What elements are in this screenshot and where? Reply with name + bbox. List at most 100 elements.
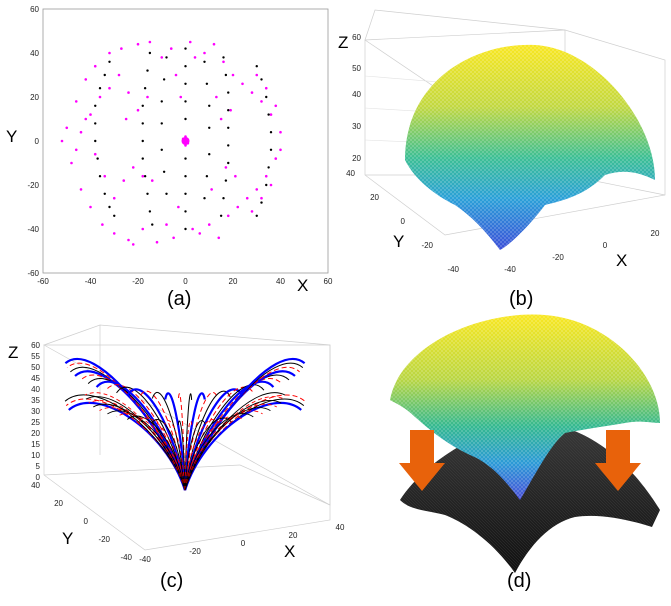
scatter-point xyxy=(141,104,144,108)
scatter-points xyxy=(60,40,282,246)
scatter-point xyxy=(151,223,154,226)
fiber-curve xyxy=(184,378,283,491)
fiber-curve xyxy=(116,386,186,491)
scatter-point xyxy=(236,205,240,209)
fiber-curve xyxy=(93,403,186,491)
scatter-point xyxy=(188,40,192,44)
scatter-point xyxy=(112,196,116,200)
scatter-point xyxy=(93,64,97,68)
scatter-point xyxy=(184,100,187,103)
scatter-point xyxy=(274,157,278,160)
scatter-point xyxy=(103,73,106,77)
x-tick-label: -60 xyxy=(37,277,49,286)
scatter-point xyxy=(94,139,97,143)
scatter-point xyxy=(141,174,145,178)
svg-text:55: 55 xyxy=(31,352,40,361)
down-arrow-right-icon xyxy=(595,430,641,491)
x-tick-label: 40 xyxy=(276,277,285,286)
fiber-curve xyxy=(184,396,285,491)
fiber-curve xyxy=(184,415,243,491)
scatter-point xyxy=(117,73,121,77)
y-tick-label: -20 xyxy=(27,181,39,190)
scatter-point xyxy=(177,205,180,209)
scatter-point xyxy=(101,223,104,226)
scatter-point xyxy=(98,175,102,178)
scatter-point xyxy=(198,232,202,235)
fiber-curve xyxy=(184,420,206,491)
scatter-point xyxy=(227,126,230,129)
scatter-point xyxy=(245,196,249,200)
scatter-point xyxy=(89,113,92,116)
fiber-curve xyxy=(184,392,286,491)
caption-a: (a) xyxy=(167,288,192,310)
scatter-point xyxy=(224,166,228,169)
scatter-point xyxy=(155,240,159,244)
x-tick-labels: -60 -40 -20 0 20 40 60 xyxy=(37,277,333,286)
scatter-point xyxy=(208,104,211,108)
scatter-point xyxy=(184,117,187,121)
fiber-curve xyxy=(164,420,186,491)
scatter-point xyxy=(265,95,268,99)
scatter-point xyxy=(222,197,225,200)
scatter-point xyxy=(172,236,175,240)
y-tick-labels: 40 20 0 -20 -40 xyxy=(346,169,459,274)
scatter-point xyxy=(120,47,123,50)
svg-text:20: 20 xyxy=(352,154,361,163)
scatter-point xyxy=(79,188,83,191)
scatter-point xyxy=(160,148,163,151)
scatter-point xyxy=(162,78,166,81)
scatter-point xyxy=(203,197,206,200)
scatter-point xyxy=(127,91,130,94)
scatter-point xyxy=(179,95,183,99)
svg-text:40: 40 xyxy=(352,90,361,99)
svg-text:-40: -40 xyxy=(504,265,516,274)
caption-c: (c) xyxy=(160,570,184,592)
scatter-point xyxy=(269,183,273,187)
svg-text:-40: -40 xyxy=(139,555,151,564)
scatter-point xyxy=(267,166,270,169)
scatter-point xyxy=(165,192,168,195)
fiber-curve xyxy=(65,398,186,491)
scatter-point xyxy=(96,157,99,160)
scatter-point xyxy=(184,175,187,178)
scatter-point xyxy=(191,227,194,231)
scatter-point xyxy=(250,91,254,94)
svg-text:35: 35 xyxy=(31,396,40,405)
svg-text:30: 30 xyxy=(352,122,361,131)
scatter-point xyxy=(184,82,187,86)
fiber-curve xyxy=(138,417,186,491)
scatter-point xyxy=(203,60,206,63)
scatter-point xyxy=(124,117,128,121)
svg-text:30: 30 xyxy=(31,407,40,416)
scatter-point xyxy=(136,108,140,112)
scatter-point xyxy=(65,126,69,130)
scatter-point xyxy=(260,100,263,103)
scatter-point xyxy=(269,148,273,151)
fiber-curve xyxy=(139,390,186,491)
scatter-point xyxy=(184,157,187,160)
scatter-point xyxy=(227,109,230,112)
scatter-point xyxy=(113,214,116,217)
z-axis-label: Z xyxy=(338,33,348,52)
z-axis-label: Z xyxy=(8,343,18,362)
scatter-point xyxy=(169,47,173,50)
scatter-point xyxy=(93,152,97,156)
svg-text:40: 40 xyxy=(31,385,40,394)
down-arrow-left-icon xyxy=(399,430,445,491)
x-axis-label: X xyxy=(616,251,627,270)
scatter-point xyxy=(103,192,106,195)
scatter-point xyxy=(274,104,278,108)
svg-text:0: 0 xyxy=(401,217,406,226)
svg-text:0: 0 xyxy=(36,473,41,482)
surface-mesh xyxy=(405,44,655,250)
y-tick-label: 60 xyxy=(30,5,39,14)
fiber-curve xyxy=(126,388,187,491)
fiber-curve xyxy=(151,419,186,491)
scatter-point xyxy=(265,183,268,187)
scatter-point xyxy=(207,223,211,226)
caption-b: (b) xyxy=(509,288,534,310)
fiber-curve xyxy=(116,413,186,491)
svg-text:-20: -20 xyxy=(552,253,564,262)
scatter-point xyxy=(260,196,263,200)
x-tick-label: -20 xyxy=(132,277,144,286)
